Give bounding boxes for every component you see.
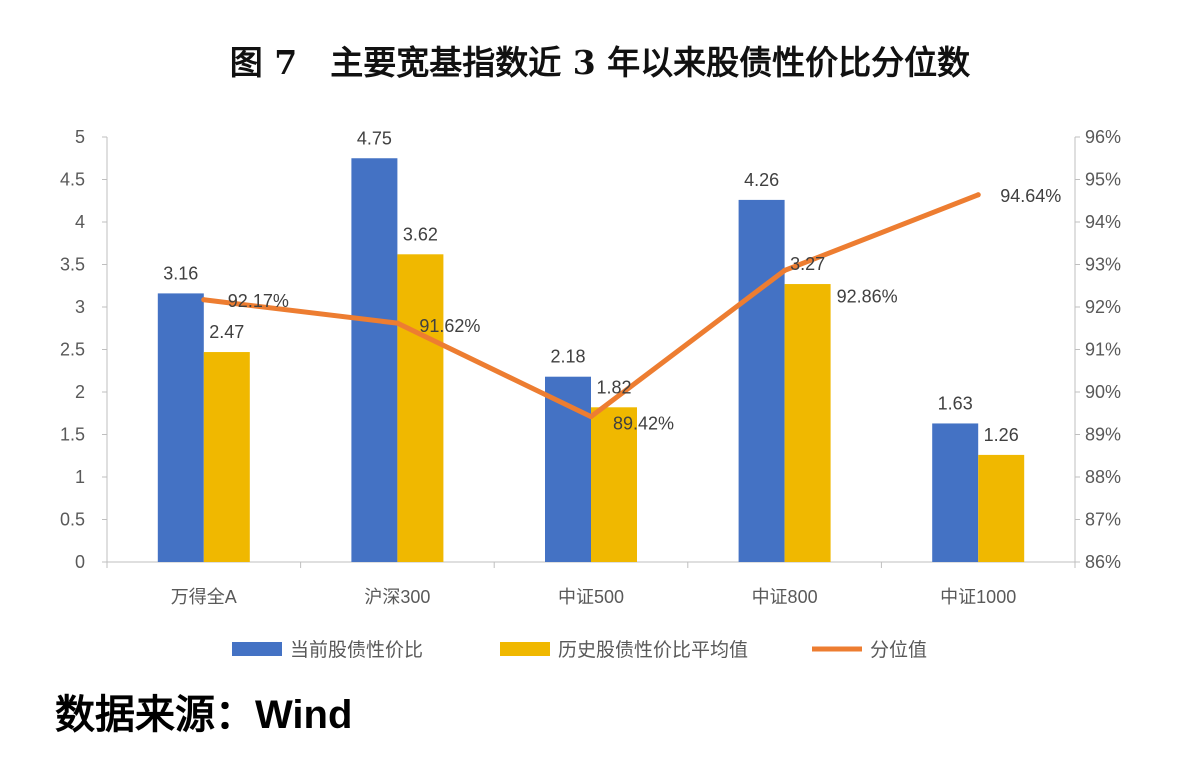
right-tick-label: 95%: [1085, 170, 1121, 190]
right-tick-label: 96%: [1085, 127, 1121, 147]
line-data-label: 89.42%: [613, 414, 674, 434]
bar-average: [784, 284, 831, 562]
legend-label: 历史股债性价比平均值: [558, 639, 748, 661]
left-tick-label: 1: [75, 467, 85, 487]
legend-label: 当前股债性价比: [290, 639, 423, 661]
right-tick-label: 93%: [1085, 255, 1121, 275]
line-data-label: 91.62%: [419, 316, 480, 336]
left-tick-label: 2: [75, 382, 85, 402]
right-tick-label: 89%: [1085, 425, 1121, 445]
left-tick-label: 4.5: [60, 170, 85, 190]
line-data-label: 94.64%: [1000, 186, 1061, 206]
right-tick-label: 94%: [1085, 212, 1121, 232]
line-data-label: 92.86%: [837, 286, 898, 306]
bar-data-label: 4.26: [744, 170, 779, 190]
bar-data-label: 2.18: [550, 347, 585, 367]
bar-average: [397, 254, 444, 563]
line-point: [588, 414, 594, 420]
bar-current: [738, 199, 785, 562]
bar-data-label: 4.75: [357, 128, 392, 148]
x-tick-label: 中证800: [752, 587, 818, 607]
bar-average: [203, 352, 250, 562]
right-tick-label: 86%: [1085, 552, 1121, 572]
line-point: [394, 320, 400, 326]
legend-label: 分位值: [870, 639, 927, 661]
legend-swatch: [232, 642, 282, 656]
right-tick-label: 88%: [1085, 467, 1121, 487]
bar-current: [932, 423, 979, 562]
chart-title: 图 7 主要宽基指数近 3 年以来股债性价比分位数: [230, 43, 971, 82]
x-tick-label: 万得全A: [171, 587, 237, 607]
right-tick-label: 87%: [1085, 510, 1121, 530]
left-tick-label: 3.5: [60, 255, 85, 275]
bar-average: [591, 407, 637, 562]
bar-data-label: 3.16: [163, 263, 198, 283]
bar-data-label: 1.26: [984, 425, 1019, 445]
line-point: [201, 297, 207, 303]
line-point: [975, 192, 981, 198]
line-data-label: 92.17%: [228, 291, 289, 311]
right-tick-label: 92%: [1085, 297, 1121, 317]
left-tick-label: 5: [75, 127, 85, 147]
bar-data-label: 1.63: [938, 393, 973, 413]
source-note: 数据来源：Wind: [55, 693, 352, 737]
right-tick-label: 91%: [1085, 340, 1121, 360]
left-tick-label: 0.5: [60, 510, 85, 530]
x-tick-label: 沪深300: [364, 587, 430, 607]
bar-data-label: 3.27: [790, 254, 825, 274]
left-tick-label: 1.5: [60, 425, 85, 445]
bar-data-label: 2.47: [209, 322, 244, 342]
x-tick-label: 中证500: [558, 587, 624, 607]
line-point: [782, 267, 788, 273]
left-tick-label: 4: [75, 212, 85, 232]
left-tick-label: 0: [75, 552, 85, 572]
bar-data-label: 1.82: [596, 377, 631, 397]
left-tick-label: 3: [75, 297, 85, 317]
bar-data-label: 3.62: [403, 224, 438, 244]
left-tick-label: 2.5: [60, 340, 85, 360]
legend-swatch: [500, 642, 550, 656]
right-tick-label: 90%: [1085, 382, 1121, 402]
bar-current: [157, 293, 204, 562]
bar-average: [978, 454, 1025, 562]
x-tick-label: 中证1000: [940, 587, 1016, 607]
bar-current: [351, 158, 398, 562]
